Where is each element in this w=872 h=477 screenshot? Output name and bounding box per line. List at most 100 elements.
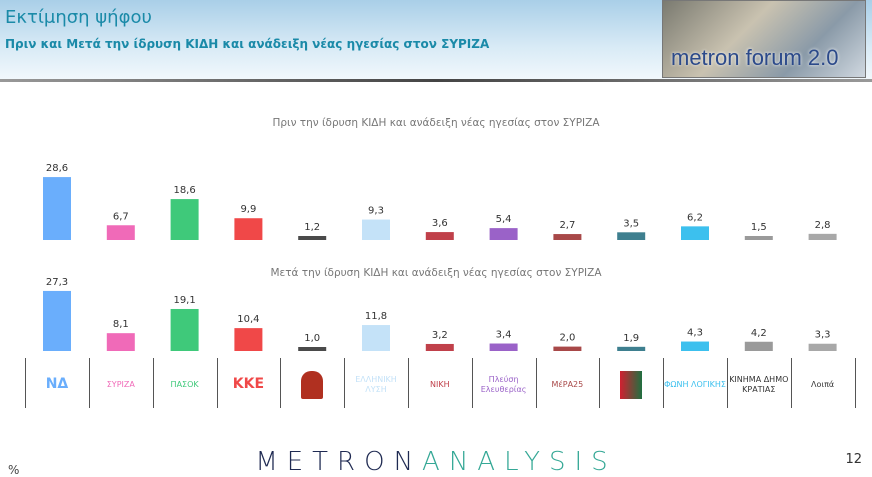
column-divider xyxy=(407,358,409,408)
party-logo xyxy=(600,362,662,408)
party-label: ΠΑΣΟΚ xyxy=(170,380,199,389)
data-label: 1,9 xyxy=(623,333,639,344)
bar xyxy=(681,341,709,351)
party-logo: ΜέΡΑ25 xyxy=(536,362,598,408)
data-label: 3,4 xyxy=(496,330,512,341)
bar xyxy=(425,343,454,351)
party-logo: ΝΙΚΗ xyxy=(409,362,471,408)
party-label: ΝΙΚΗ xyxy=(429,380,450,389)
party-label: ΣΥΡΙΖΑ xyxy=(106,380,135,389)
header: Εκτίμηση ψήφου Πριν και Μετά την ίδρυση … xyxy=(0,0,872,80)
brand-part-2: ANALYSIS xyxy=(422,447,617,477)
page-number: 12 xyxy=(845,452,862,467)
bar xyxy=(106,333,135,351)
column-divider xyxy=(535,358,537,408)
bar xyxy=(43,290,71,351)
bar xyxy=(808,343,837,351)
column-divider xyxy=(726,358,728,408)
party-logo xyxy=(281,362,343,408)
column-divider xyxy=(25,358,27,408)
bar xyxy=(808,233,837,240)
unit-label: % xyxy=(8,463,20,477)
bar xyxy=(170,308,199,351)
chart-title-before: Πριν την ίδρυση ΚΙΔΗ και ανάδειξη νέας η… xyxy=(272,117,600,129)
data-label: 1,0 xyxy=(304,333,320,344)
bar xyxy=(234,328,263,351)
data-label: 11,8 xyxy=(365,311,387,322)
chart-title-after: Μετά την ίδρυση ΚΙΔΗ και ανάδειξη νέας η… xyxy=(270,267,602,279)
party-label: Πλεύση Ελευθερίας xyxy=(480,375,527,394)
party-label: ΜέΡΑ25 xyxy=(551,380,584,389)
bar xyxy=(362,325,390,351)
bar xyxy=(170,199,199,240)
column-divider xyxy=(599,358,601,408)
bar xyxy=(362,219,390,240)
party-logo-graphic xyxy=(301,371,324,399)
party-label: ΕΛΛΗΝΙΚΗ ΛΥΣΗ xyxy=(355,375,397,394)
party-logo: ΕΛΛΗΝΙΚΗ ΛΥΣΗ xyxy=(345,362,407,408)
data-label: 6,2 xyxy=(687,212,703,223)
data-label: 27,3 xyxy=(46,277,68,288)
data-label: 1,5 xyxy=(751,222,767,233)
data-label: 1,2 xyxy=(304,222,320,233)
party-label: Λοιπά xyxy=(811,380,835,389)
data-label: 3,2 xyxy=(432,330,448,341)
bar xyxy=(298,236,327,240)
bar xyxy=(298,347,327,351)
party-logo: Λοιπά xyxy=(792,362,854,408)
data-label: 28,6 xyxy=(46,163,68,174)
bar xyxy=(489,343,518,351)
bar xyxy=(489,228,518,240)
bar xyxy=(553,346,582,351)
column-divider xyxy=(216,358,218,408)
bar xyxy=(553,234,582,240)
bar xyxy=(681,226,709,240)
data-label: 19,1 xyxy=(173,295,195,306)
column-divider xyxy=(280,358,282,408)
data-label: 10,4 xyxy=(237,314,259,325)
bar xyxy=(234,218,263,240)
column-divider xyxy=(344,358,346,408)
data-label: 3,3 xyxy=(815,330,831,341)
party-logo-graphic xyxy=(620,371,643,399)
party-label: ΝΔ xyxy=(45,376,69,393)
column-divider xyxy=(152,358,154,408)
party-logo: ΦΩΝΗ ΛΟΓΙΚΗΣ xyxy=(664,362,726,408)
data-label: 2,7 xyxy=(559,220,575,231)
brand-part-1: METRON xyxy=(255,447,423,477)
data-label: 18,6 xyxy=(173,185,195,196)
party-label: ΚΚΕ xyxy=(232,376,265,393)
party-label: ΦΩΝΗ ΛΟΓΙΚΗΣ xyxy=(664,380,726,389)
data-label: 3,5 xyxy=(623,218,639,229)
column-divider xyxy=(663,358,665,408)
party-logo: ΣΥΡΙΖΑ xyxy=(90,362,152,408)
metron-analysis-logo: METRONANALYSIS xyxy=(0,447,872,477)
column-divider xyxy=(471,358,473,408)
data-label: 4,3 xyxy=(687,328,703,339)
data-label: 4,2 xyxy=(751,328,767,339)
data-label: 3,6 xyxy=(432,218,448,229)
page-subtitle: Πριν και Μετά την ίδρυση ΚΙΔΗ και ανάδει… xyxy=(5,37,490,51)
bar xyxy=(425,232,454,240)
header-divider xyxy=(0,79,872,82)
bar xyxy=(106,225,135,240)
bar xyxy=(744,236,773,240)
bar xyxy=(617,232,646,240)
bar xyxy=(617,346,646,351)
column-divider xyxy=(88,358,90,408)
page-title: Εκτίμηση ψήφου xyxy=(5,7,152,28)
data-label: 9,3 xyxy=(368,206,384,217)
data-label: 2,8 xyxy=(815,220,831,231)
data-label: 5,4 xyxy=(496,214,512,225)
column-divider xyxy=(790,358,792,408)
forum-logo-text: metron forum 2.0 xyxy=(671,45,839,70)
party-logo: ΝΔ xyxy=(26,362,88,408)
data-label: 9,9 xyxy=(240,204,256,215)
data-label: 8,1 xyxy=(113,319,129,330)
party-label: ΚΙΝΗΜΑ ΔΗΜΟ ΚΡΑΤΙΑΣ xyxy=(729,375,789,394)
bar xyxy=(744,341,773,351)
party-logo: ΠΑΣΟΚ xyxy=(154,362,216,408)
data-label: 6,7 xyxy=(113,211,129,222)
party-logo: ΚΚΕ xyxy=(217,362,279,408)
